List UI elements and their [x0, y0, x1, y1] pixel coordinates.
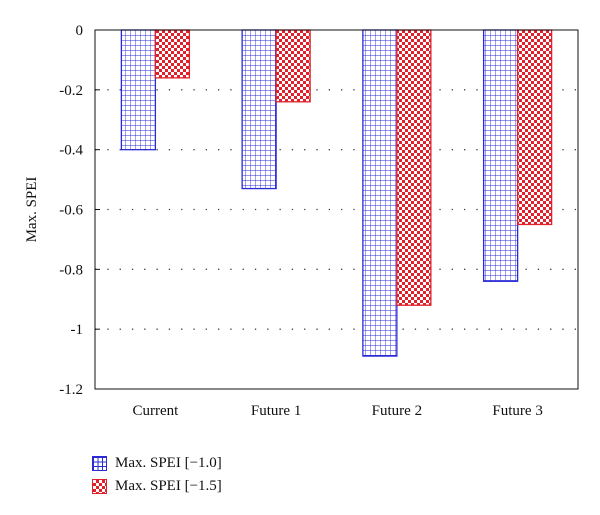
y-tick-label: 0 [76, 23, 84, 39]
bar-2-current [154, 29, 191, 79]
legend-swatch-checker-pattern [92, 479, 107, 494]
legend: Max. SPEI [−1.0] Max. SPEI [−1.5] [92, 452, 222, 498]
legend-label-series-1: Max. SPEI [−1.0] [115, 455, 222, 471]
y-tick-label: -1.2 [59, 382, 83, 398]
y-tick-label: -0.6 [59, 203, 83, 219]
bar-2-future-3 [516, 29, 553, 226]
y-axis: 0 -0.2 -0.4 -0.6 -0.8 -1 -1.2 [59, 23, 100, 398]
x-tick-label: Future 1 [251, 403, 301, 419]
y-tick-label: -0.2 [59, 83, 83, 99]
bar-2-future-2 [396, 29, 432, 306]
bar-1-future-1 [241, 29, 277, 190]
x-tick-label: Current [132, 403, 179, 419]
bar-chart: 0 -0.2 -0.4 -0.6 -0.8 -1 -1.2 Current Future 1 F… [24, 23, 579, 419]
legend-item-series-1: Max. SPEI [−1.0] [92, 452, 222, 475]
x-axis: Current Future 1 Future 2 Future 3 [132, 403, 542, 419]
bar-1-future-3 [482, 29, 519, 282]
bars [120, 29, 553, 357]
bar-1-future-2 [362, 29, 398, 357]
y-tick-label: -0.4 [59, 143, 83, 159]
legend-item-series-2: Max. SPEI [−1.5] [92, 475, 222, 498]
legend-swatch-grid-pattern [92, 456, 107, 471]
bar-2-future-1 [275, 29, 311, 103]
y-axis-title: Max. SPEI [24, 177, 40, 243]
x-tick-label: Future 3 [492, 403, 542, 419]
y-tick-label: -1 [71, 322, 84, 338]
legend-label-series-2: Max. SPEI [−1.5] [115, 478, 222, 494]
x-tick-label: Future 2 [372, 403, 422, 419]
y-tick-label: -0.8 [59, 262, 83, 278]
bar-1-current [120, 29, 157, 151]
